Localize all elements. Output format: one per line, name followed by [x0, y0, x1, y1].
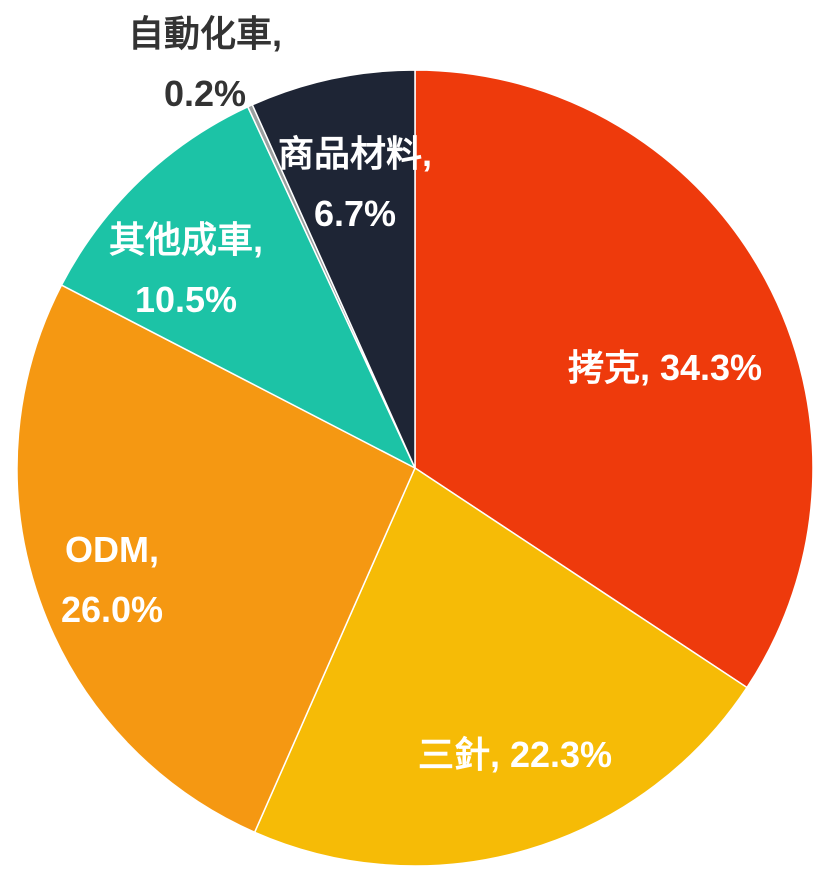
pie-slice — [16, 284, 416, 834]
data-label-line: 26.0% — [61, 589, 163, 630]
data-label-line: 三針, 22.3% — [418, 734, 612, 775]
data-label: 商品材料, 6.7% — [278, 133, 432, 234]
data-label-line: ODM, — [65, 529, 159, 570]
data-label-line: 10.5% — [135, 279, 237, 320]
data-label: 三針, 22.3% — [418, 734, 612, 775]
pie-slice — [253, 466, 749, 867]
data-label: 其他成車, 10.5% — [109, 219, 263, 320]
data-label: ODM, 26.0% — [61, 529, 163, 630]
data-label: 自動化車, 0.2% — [128, 13, 282, 114]
data-label-line: 拷克, 34.3% — [568, 347, 762, 388]
data-label-line: 商品材料, — [278, 133, 432, 174]
data-label: 拷克, 34.3% — [568, 347, 762, 388]
data-label-line: 6.7% — [314, 193, 396, 234]
pie-slice — [60, 105, 417, 470]
data-label-line: 0.2% — [164, 73, 246, 114]
pie-slice — [251, 69, 416, 469]
data-label-line: 自動化車, — [128, 13, 282, 54]
data-label-line: 其他成車, — [109, 219, 263, 260]
